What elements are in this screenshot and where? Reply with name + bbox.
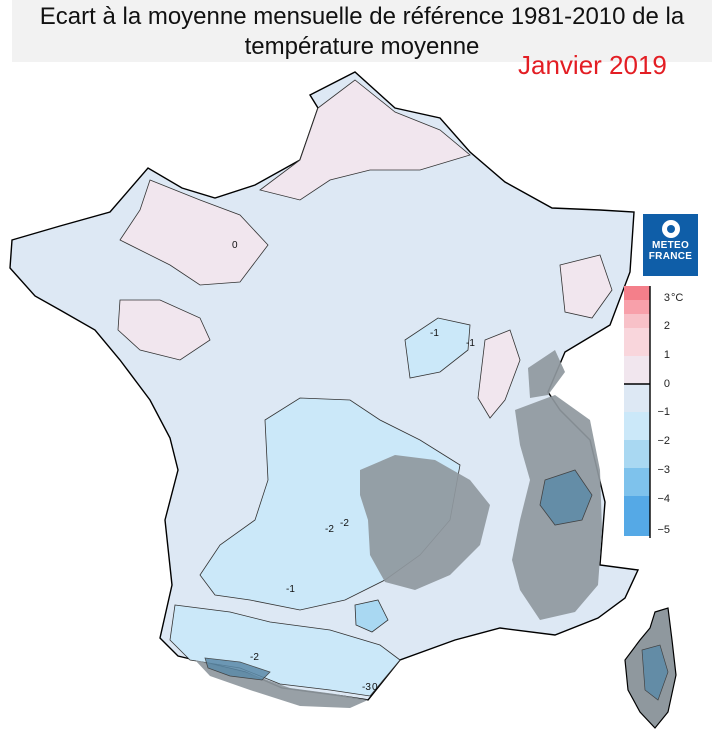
meteo-france-logo-icon [661, 220, 680, 238]
contour-label: -1 [466, 338, 475, 349]
legend-tick: −1 [657, 406, 670, 418]
zone-strong-negative-rhone [354, 599, 389, 633]
zone-positive-brittany [119, 179, 269, 286]
meteo-france-logo: METEO FRANCE [643, 214, 698, 276]
contour-label: -1 [430, 328, 439, 339]
map-title: Ecart à la moyenne mensuelle de référenc… [39, 3, 685, 60]
legend-tick: −3 [657, 464, 670, 476]
legend-tick: −5 [657, 524, 670, 536]
zone-strong-negative-pyrenees [204, 657, 271, 681]
zone-negative-champagne [404, 317, 471, 379]
zone-negative-southwest [169, 604, 401, 697]
contour-label: 0 [232, 240, 238, 251]
relief-massif-central [360, 455, 490, 590]
contour-label: -1 [286, 584, 295, 595]
legend-tick: 3 [663, 292, 670, 304]
legend-unit: °C [671, 292, 684, 304]
contour-label: -2 [325, 524, 334, 535]
legend-tick: 2 [663, 320, 670, 332]
corsica-negative [641, 644, 669, 701]
legend-tick: 1 [663, 349, 670, 361]
contour-label: -3 [362, 682, 371, 693]
logo-line2: FRANCE [648, 251, 693, 262]
legend-tick: −4 [657, 493, 670, 505]
legend-colorbar [624, 286, 651, 538]
contour-label: -2 [340, 518, 349, 529]
zone-positive-normandy [117, 299, 211, 361]
zone-positive-north [259, 79, 471, 201]
zone-strong-negative-alps [539, 469, 593, 526]
zone-positive-alsace [559, 254, 613, 319]
contour-label: 0 [372, 682, 378, 693]
logo-line1: METEO [651, 240, 690, 251]
legend-tick: −2 [657, 435, 670, 447]
title-background [12, 0, 712, 62]
relief-jura [528, 350, 565, 398]
legend-tick: 0 [663, 378, 670, 390]
map-subtitle: Janvier 2019 [518, 50, 667, 80]
zone-positive-east [477, 329, 521, 419]
contour-label: -2 [250, 652, 259, 663]
